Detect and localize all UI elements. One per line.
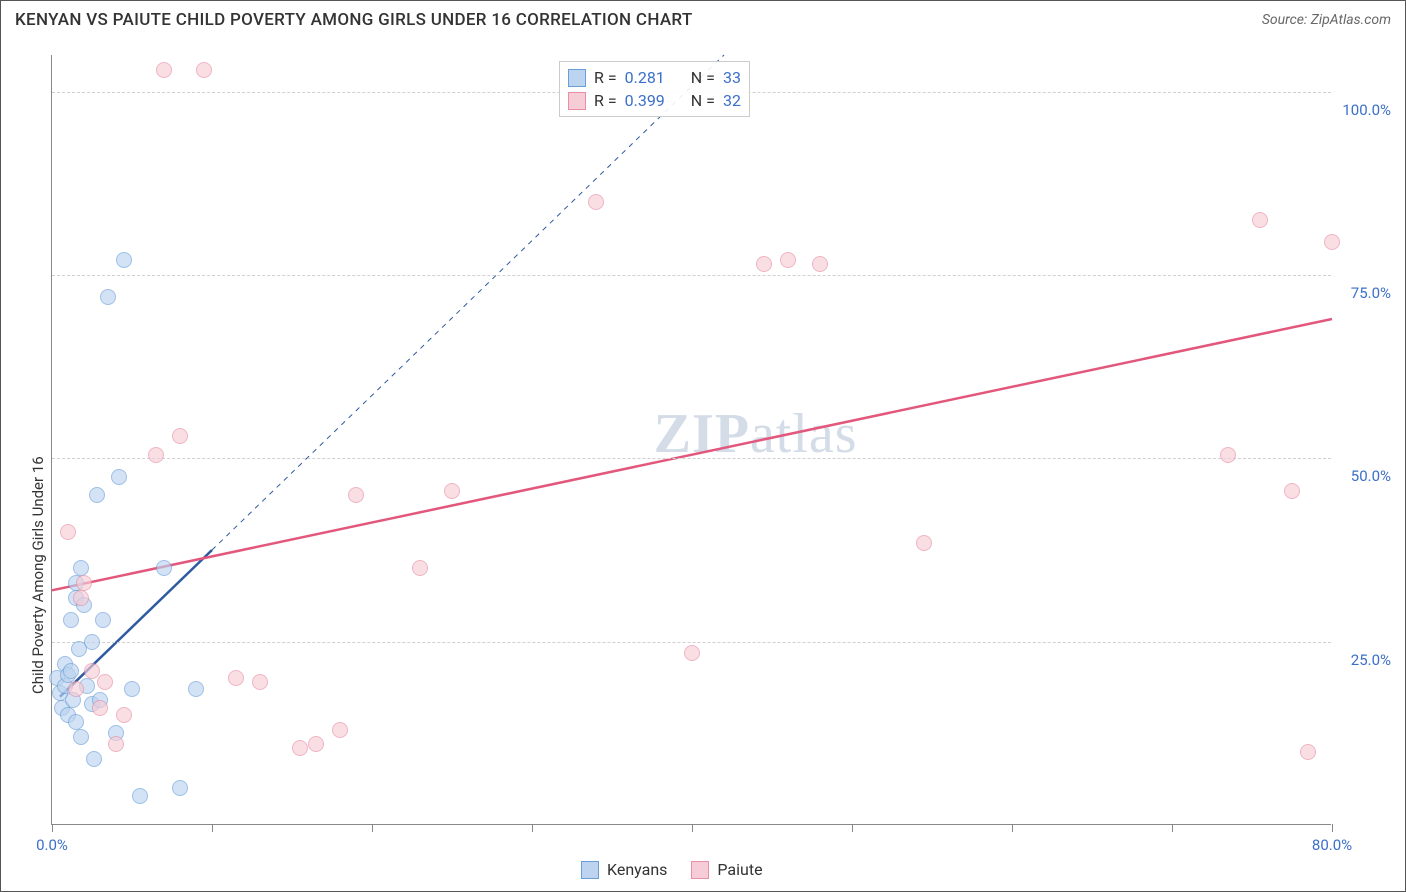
n-value: 32 — [723, 91, 741, 110]
data-point — [116, 252, 132, 268]
xtick — [212, 824, 213, 832]
data-point — [108, 736, 124, 752]
data-point — [63, 612, 79, 628]
data-point — [100, 289, 116, 305]
data-point — [116, 707, 132, 723]
gridline-h — [52, 642, 1331, 643]
ytick-label: 25.0% — [1336, 651, 1391, 669]
data-point — [68, 714, 84, 730]
data-point — [1300, 744, 1316, 760]
data-point — [1324, 234, 1340, 250]
data-point — [332, 722, 348, 738]
series-label: Kenyans — [607, 860, 667, 879]
data-point — [156, 560, 172, 576]
data-point — [89, 487, 105, 503]
data-point — [73, 729, 89, 745]
ytick-label: 50.0% — [1336, 467, 1391, 485]
stats-legend-row: R = 0.281 N = 33 — [568, 66, 741, 89]
data-point — [756, 256, 772, 272]
xtick — [692, 824, 693, 832]
n-value: 33 — [723, 68, 741, 87]
gridline-h — [52, 458, 1331, 459]
data-point — [68, 681, 84, 697]
xtick — [52, 824, 53, 832]
data-point — [156, 62, 172, 78]
stats-legend: R = 0.281 N = 33 R = 0.399 N = 32 — [559, 61, 750, 117]
data-point — [76, 575, 92, 591]
trend-lines — [52, 55, 1332, 825]
data-point — [84, 634, 100, 650]
data-point — [252, 674, 268, 690]
xtick — [852, 824, 853, 832]
data-point — [444, 483, 460, 499]
data-point — [780, 252, 796, 268]
data-point — [684, 645, 700, 661]
data-point — [188, 681, 204, 697]
data-point — [92, 700, 108, 716]
chart-title: KENYAN VS PAIUTE CHILD POVERTY AMONG GIR… — [15, 10, 693, 30]
r-value: 0.281 — [625, 68, 665, 87]
r-label: R = — [594, 68, 617, 87]
watermark-zip: ZIP — [654, 403, 750, 465]
title-bar: KENYAN VS PAIUTE CHILD POVERTY AMONG GIR… — [1, 1, 1405, 39]
legend-swatch — [581, 861, 599, 879]
data-point — [124, 681, 140, 697]
data-point — [60, 524, 76, 540]
gridline-h — [52, 275, 1331, 276]
r-value: 0.399 — [625, 91, 665, 110]
data-point — [228, 670, 244, 686]
xtick — [532, 824, 533, 832]
data-point — [1252, 212, 1268, 228]
data-point — [97, 674, 113, 690]
data-point — [348, 487, 364, 503]
data-point — [172, 780, 188, 796]
xtick — [1332, 824, 1333, 832]
n-label: N = — [691, 68, 715, 87]
legend-swatch — [568, 92, 586, 110]
chart-container: KENYAN VS PAIUTE CHILD POVERTY AMONG GIR… — [0, 0, 1406, 892]
n-label: N = — [691, 91, 715, 110]
data-point — [63, 663, 79, 679]
series-legend-item: Paiute — [691, 860, 762, 879]
xtick — [372, 824, 373, 832]
data-point — [73, 590, 89, 606]
legend-swatch — [568, 69, 586, 87]
legend-swatch — [691, 861, 709, 879]
data-point — [86, 751, 102, 767]
data-point — [148, 447, 164, 463]
data-point — [132, 788, 148, 804]
stats-legend-row: R = 0.399 N = 32 — [568, 89, 741, 112]
data-point — [292, 740, 308, 756]
r-label: R = — [594, 91, 617, 110]
data-point — [412, 560, 428, 576]
data-point — [196, 62, 212, 78]
data-point — [916, 535, 932, 551]
watermark-atlas: atlas — [750, 403, 858, 465]
data-point — [95, 612, 111, 628]
plot-area: ZIPatlas 25.0%50.0%75.0%100.0%0.0%80.0% — [51, 55, 1331, 825]
series-legend: Kenyans Paiute — [581, 860, 763, 879]
data-point — [172, 428, 188, 444]
data-point — [111, 469, 127, 485]
data-point — [308, 736, 324, 752]
data-point — [812, 256, 828, 272]
watermark: ZIPatlas — [654, 402, 858, 466]
y-axis-label: Child Poverty Among Girls Under 16 — [29, 456, 47, 694]
data-point — [588, 194, 604, 210]
data-point — [1220, 447, 1236, 463]
xtick — [1012, 824, 1013, 832]
xtick-label: 80.0% — [1312, 836, 1352, 854]
ytick-label: 75.0% — [1336, 284, 1391, 302]
data-point — [1284, 483, 1300, 499]
ytick-label: 100.0% — [1336, 101, 1391, 119]
series-label: Paiute — [717, 860, 762, 879]
data-point — [73, 560, 89, 576]
source-label: Source: ZipAtlas.com — [1262, 12, 1391, 28]
xtick — [1172, 824, 1173, 832]
series-legend-item: Kenyans — [581, 860, 667, 879]
xtick-label: 0.0% — [36, 836, 68, 854]
